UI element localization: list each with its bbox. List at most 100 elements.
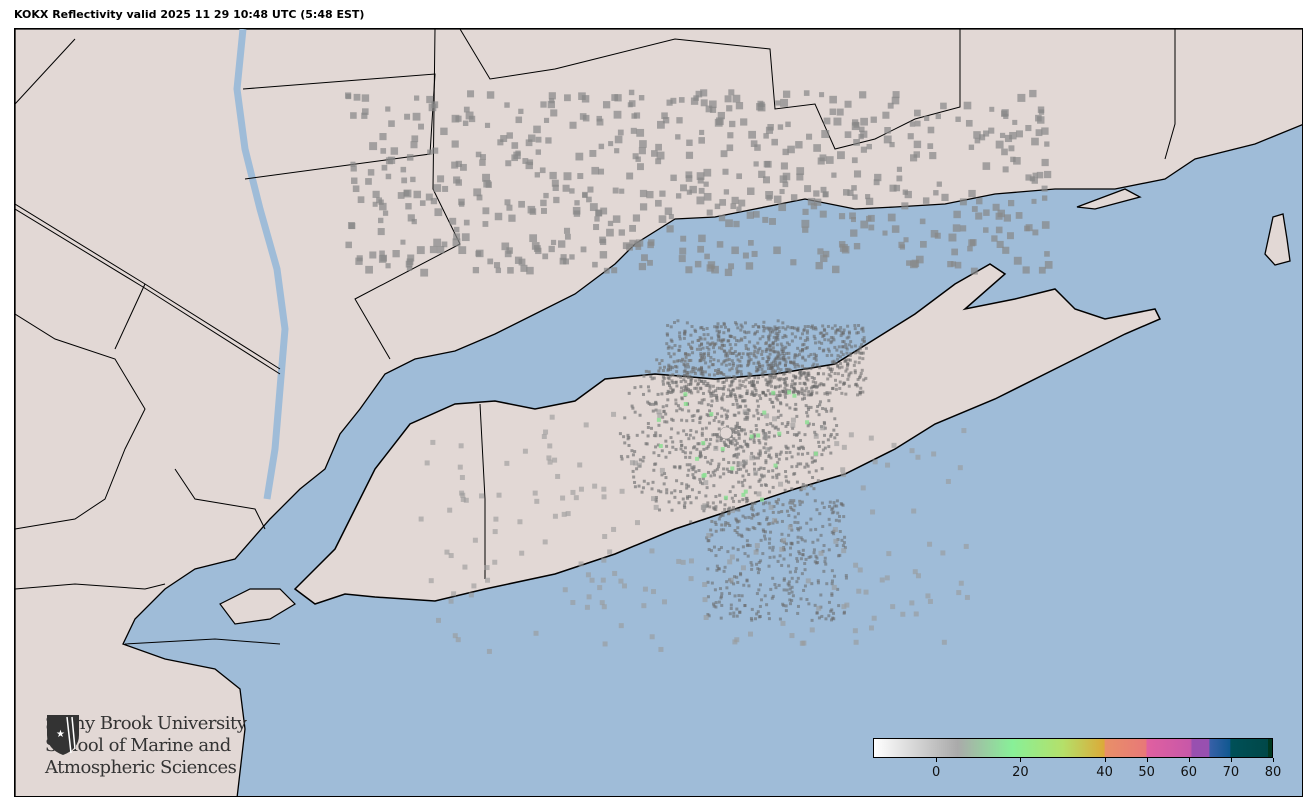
echo-pixel: [790, 487, 794, 491]
echo-pixel: [818, 346, 822, 350]
echo-pixel: [655, 358, 659, 362]
echo-pixel: [847, 189, 854, 196]
echo-pixel: [812, 384, 816, 388]
echo-pixel: [793, 520, 797, 524]
echo-pixel: [671, 366, 675, 370]
echo-pixel: [801, 447, 805, 451]
echo-pixel: [577, 462, 583, 468]
echo-pixel: [669, 325, 673, 329]
echo-pixel: [728, 334, 732, 338]
echo-pixel: [866, 143, 872, 150]
echo-pixel: [862, 378, 866, 382]
echo-pixel: [790, 528, 794, 532]
echo-pixel: [842, 328, 846, 332]
echo-pixel: [805, 367, 809, 371]
echo-pixel: [685, 419, 689, 423]
echo-pixel: [691, 351, 695, 355]
echo-pixel: [796, 462, 800, 466]
echo-pixel: [802, 208, 809, 215]
echo-pixel: [735, 424, 739, 428]
echo-pixel: [785, 403, 789, 407]
echo-pixel: [803, 325, 807, 329]
echo-pixel: [724, 413, 728, 417]
echo-pixel: [781, 352, 785, 356]
echo-pixel: [764, 442, 768, 446]
echo-pixel: [734, 447, 738, 451]
echo-pixel: [387, 156, 396, 164]
echo-pixel: [796, 452, 800, 456]
radar-map[interactable]: ★ Stony Brook University School of Marin…: [14, 28, 1303, 797]
echo-pixel: [658, 434, 662, 438]
echo-pixel: [746, 211, 754, 219]
echo-pixel: [787, 580, 791, 584]
echo-pixel: [673, 320, 677, 324]
echo-pixel: [794, 335, 798, 339]
echo-pixel: [836, 587, 840, 591]
echo-pixel: [602, 533, 608, 539]
echo-pixel: [649, 426, 653, 430]
echo-pixel: [790, 259, 797, 266]
echo-pixel: [589, 577, 595, 583]
echo-pixel: [812, 352, 816, 356]
echo-pixel: [806, 464, 810, 468]
echo-pixel: [720, 603, 724, 607]
echo-pixel: [767, 328, 771, 332]
echo-pixel: [772, 360, 776, 364]
echo-pixel: [678, 337, 682, 341]
colorbar-tick-label: 40: [1096, 765, 1113, 780]
echo-pixel: [730, 351, 734, 355]
echo-pixel: [755, 592, 759, 596]
echo-pixel: [651, 480, 655, 484]
echo-pixel: [688, 495, 692, 499]
echo-pixel: [718, 493, 722, 497]
echo-pixel: [815, 508, 819, 512]
echo-pixel: [345, 93, 352, 100]
echo-pixel: [611, 411, 617, 417]
echo-pixel: [774, 425, 778, 429]
echo-pixel: [743, 432, 747, 436]
echo-pixel: [570, 600, 576, 606]
echo-pixel: [809, 353, 813, 357]
echo-pixel: [717, 335, 721, 339]
echo-pixel: [827, 517, 831, 521]
echo-pixel: [806, 405, 810, 409]
echo-pixel: [671, 381, 675, 385]
echo-pixel: [475, 151, 482, 158]
echo-pixel: [761, 429, 765, 433]
echo-pixel: [752, 393, 756, 397]
echo-pixel: [777, 385, 781, 389]
echo-pixel: [704, 494, 708, 498]
echo-pixel: [350, 112, 357, 119]
echo-pixel: [958, 580, 964, 586]
echo-pixel: [534, 172, 540, 178]
echo-pixel: [710, 581, 714, 585]
echo-pixel: [813, 499, 817, 503]
echo-pixel: [789, 633, 795, 639]
echo-pixel: [735, 386, 739, 390]
echo-pixel: [649, 548, 655, 554]
echo-pixel: [745, 262, 754, 270]
echo-pixel: [812, 376, 816, 380]
echo-pixel: [546, 455, 552, 461]
echo-pixel: [756, 351, 760, 355]
echo-pixel: [841, 503, 845, 507]
echo-pixel: [748, 381, 752, 385]
echo-pixel: [927, 126, 935, 134]
echo-pixel: [406, 265, 412, 271]
echo-pixel: [735, 455, 739, 459]
echo-pixel: [800, 452, 804, 456]
echo-pixel: [665, 444, 669, 448]
echo-pixel: [822, 250, 830, 258]
echo-pixel: [663, 472, 667, 476]
echo-pixel: [700, 401, 704, 405]
echo-pixel: [712, 604, 716, 608]
echo-pixel: [803, 465, 807, 469]
echo-pixel: [796, 611, 800, 615]
echo-pixel: [806, 378, 810, 382]
echo-pixel: [740, 445, 744, 449]
echo-pixel: [504, 102, 510, 108]
echo-pixel: [552, 513, 558, 519]
echo-pixel: [749, 358, 753, 362]
echo-pixel: [723, 189, 730, 195]
colorbar-tick: [936, 758, 938, 762]
